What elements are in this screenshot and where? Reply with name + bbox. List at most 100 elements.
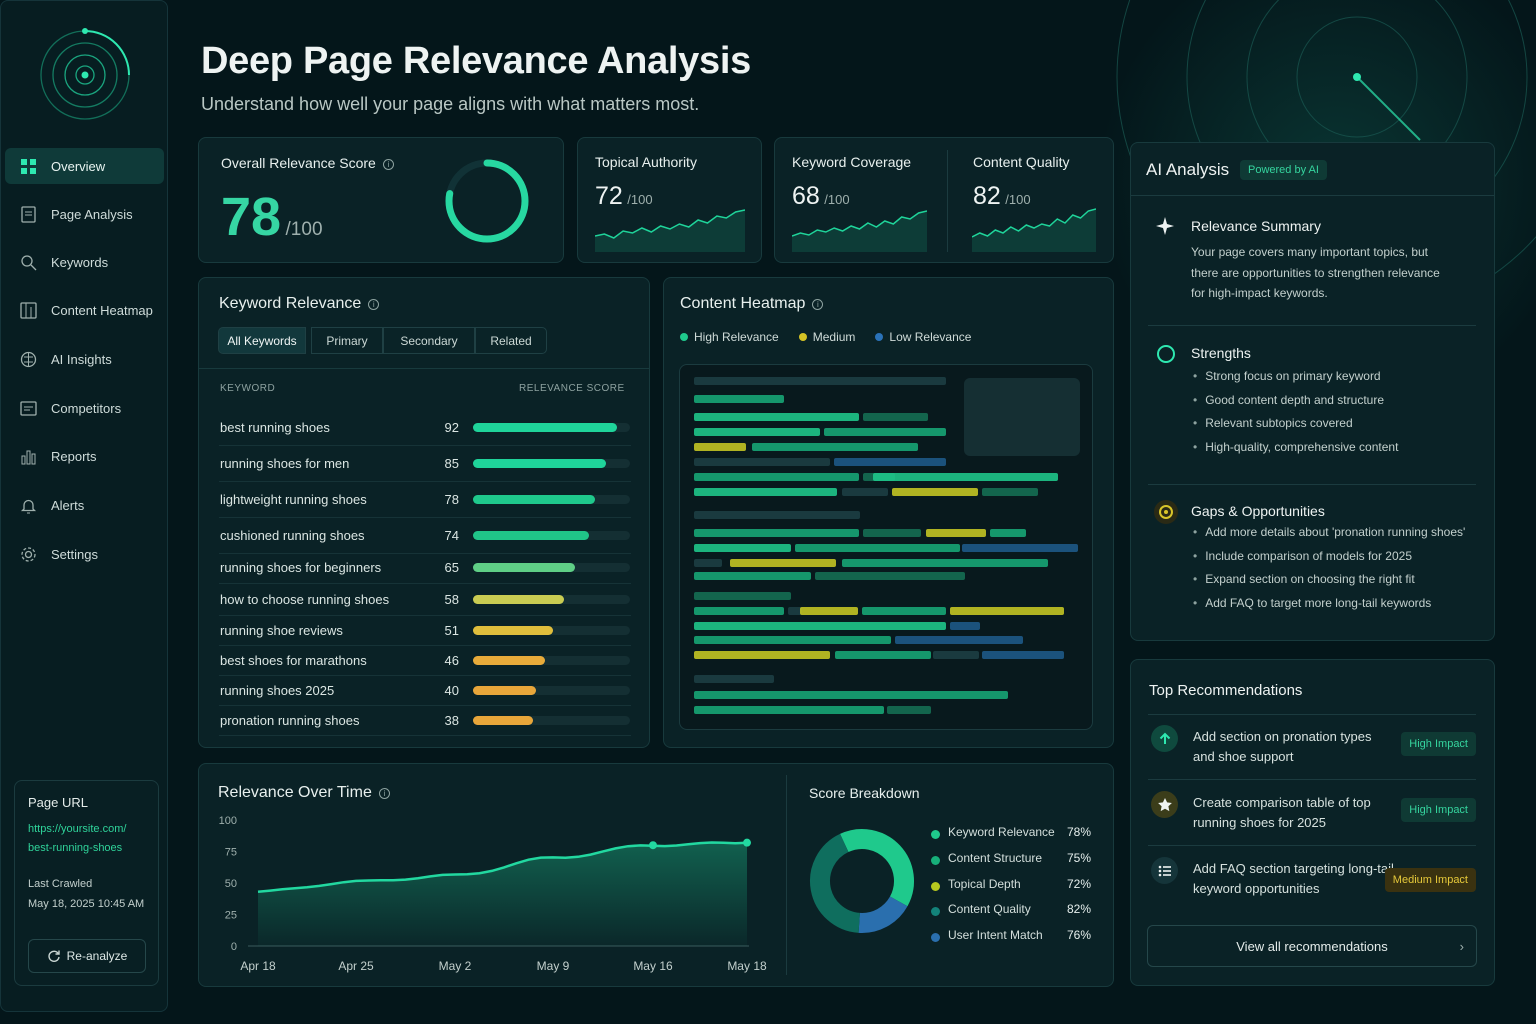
keyword-row[interactable]: cushioned running shoes 74 xyxy=(219,518,631,554)
breakdown-row: Content Quality 82% xyxy=(931,902,1091,922)
divider xyxy=(1148,484,1476,485)
sidebar-item-content-heatmap[interactable]: Content Heatmap xyxy=(5,292,164,328)
heatmap-segment xyxy=(887,706,931,714)
keyword-row[interactable]: running shoes for beginners 65 xyxy=(219,552,631,584)
info-icon[interactable]: i xyxy=(368,299,380,310)
y-tick-label: 25 xyxy=(225,910,237,922)
heatmap-page-preview[interactable] xyxy=(679,364,1093,730)
sidebar-item-ai-insights[interactable]: AI Insights xyxy=(5,341,164,377)
keyword-row[interactable]: running shoes for men 85 xyxy=(219,446,631,482)
breakdown-row: Content Structure 75% xyxy=(931,851,1091,871)
heatmap-segment xyxy=(862,607,946,615)
sparkline xyxy=(792,210,927,252)
sidebar-item-overview[interactable]: Overview xyxy=(5,148,164,184)
recommendation-item[interactable]: Add section on pronation types and shoe s… xyxy=(1148,724,1476,778)
last-crawled-value: May 18, 2025 10:45 AM xyxy=(28,898,145,910)
breakdown-label: Content Quality xyxy=(948,902,1031,916)
sidebar-item-page-analysis[interactable]: Page Analysis xyxy=(5,196,164,232)
sidebar-item-alerts[interactable]: Alerts xyxy=(5,487,164,523)
heatmap-segment xyxy=(982,488,1038,496)
gaps-title: Gaps & Opportunities xyxy=(1191,503,1325,519)
tab-related[interactable]: Related xyxy=(475,327,547,354)
keyword-score: 74 xyxy=(444,528,459,543)
keyword-row[interactable]: best shoes for marathons 46 xyxy=(219,646,631,676)
keyword-name: cushioned running shoes xyxy=(220,528,365,543)
x-tick-label: May 16 xyxy=(633,959,673,973)
sidebar-item-keywords[interactable]: Keywords xyxy=(5,244,164,280)
column-header-score: RELEVANCE SCORE xyxy=(519,383,625,394)
recommendation-item[interactable]: Create comparison table of top running sh… xyxy=(1148,790,1476,844)
bullet-item: • Add more details about 'pronation runni… xyxy=(1193,525,1466,539)
score-bar-fill xyxy=(473,495,596,504)
heatmap-segment xyxy=(800,607,858,615)
overall-score-of: /100 xyxy=(285,219,323,240)
score-bar-track xyxy=(473,626,630,635)
sidebar-item-label: Content Heatmap xyxy=(51,302,153,318)
star-icon xyxy=(1151,791,1178,818)
keyword-score: 85 xyxy=(444,456,459,471)
heatmap-segment xyxy=(842,559,1048,567)
info-icon[interactable]: i xyxy=(812,299,824,310)
score-bar-fill xyxy=(473,626,554,635)
heatmap-segment xyxy=(694,706,884,714)
tab-all-keywords[interactable]: All Keywords xyxy=(218,327,306,354)
sidebar-item-label: Keywords xyxy=(51,254,109,270)
donut-segment[interactable] xyxy=(858,896,908,933)
view-all-recommendations-button[interactable]: View all recommendations › xyxy=(1147,925,1477,967)
keyword-row[interactable]: running shoe reviews 51 xyxy=(219,616,631,646)
donut-segment[interactable] xyxy=(810,833,861,933)
sidebar-item-settings[interactable]: Settings xyxy=(5,536,164,572)
list-icon xyxy=(1151,857,1178,884)
heatmap-segment xyxy=(694,675,774,683)
keyword-relevance-card xyxy=(198,277,650,748)
tab-primary[interactable]: Primary xyxy=(311,327,383,354)
recommendation-item[interactable]: Add FAQ section targeting long-tail keywo… xyxy=(1148,856,1476,910)
score-breakdown-title: Score Breakdown xyxy=(809,785,920,801)
bullet-item: • Good content depth and structure xyxy=(1193,392,1384,407)
score-breakdown-donut xyxy=(810,829,914,933)
heatmap-segment xyxy=(694,622,946,630)
chevron-right-icon: › xyxy=(1459,938,1464,954)
heatmap-legend: High Relevance Medium Low Relevance xyxy=(680,330,971,344)
heatmap-segment xyxy=(694,413,859,421)
keyword-row[interactable]: lightweight running shoes 78 xyxy=(219,482,631,518)
tab-secondary[interactable]: Secondary xyxy=(383,327,475,354)
keyword-name: best running shoes xyxy=(220,420,330,435)
metric-value: 68 xyxy=(792,182,820,210)
sidebar-item-competitors[interactable]: Competitors xyxy=(5,390,164,426)
keyword-row[interactable]: how to choose running shoes 58 xyxy=(219,584,631,616)
divider xyxy=(1148,779,1476,780)
heatmap-segment xyxy=(694,443,746,451)
info-icon[interactable]: i xyxy=(378,788,390,799)
keyword-row[interactable]: running shoes 2025 40 xyxy=(219,676,631,706)
trend-point[interactable] xyxy=(649,841,657,850)
breakdown-value: 72% xyxy=(1066,877,1091,891)
overall-score-value: 78 xyxy=(221,187,282,247)
keyword-row[interactable]: pronation running shoes 38 xyxy=(219,706,631,736)
x-tick-label: Apr 25 xyxy=(338,959,374,973)
info-icon[interactable]: i xyxy=(382,159,394,170)
donut-segment[interactable] xyxy=(840,829,914,907)
keyword-relevance-title: Keyword Relevance i xyxy=(219,295,380,313)
heatmap-segment xyxy=(694,488,837,496)
sparkline-area xyxy=(972,209,1096,252)
reanalyze-button[interactable]: Re-analyze xyxy=(28,939,146,973)
x-tick-label: Apr 18 xyxy=(240,959,276,973)
page-url-link[interactable]: https://yoursite.com/ best-running-shoes xyxy=(28,820,145,858)
heatmap-segment xyxy=(694,511,860,519)
keyword-row[interactable]: best running shoes 92 xyxy=(219,410,631,446)
sidebar-item-label: Settings xyxy=(51,546,98,562)
divider xyxy=(199,368,649,369)
heatmap-segment xyxy=(694,691,1008,699)
sidebar-item-reports[interactable]: Reports xyxy=(5,438,164,474)
divider xyxy=(1148,714,1476,715)
heatmap-segment xyxy=(863,413,928,421)
legend-item-low: Low Relevance xyxy=(875,330,971,344)
heatmap-segment xyxy=(694,572,811,580)
metric-label: Content Quality xyxy=(973,154,1070,170)
sparkline-line xyxy=(595,209,745,239)
metric-of: /100 xyxy=(627,192,653,207)
divider xyxy=(1148,325,1476,326)
trend-point[interactable] xyxy=(743,838,751,847)
divider xyxy=(786,775,787,975)
